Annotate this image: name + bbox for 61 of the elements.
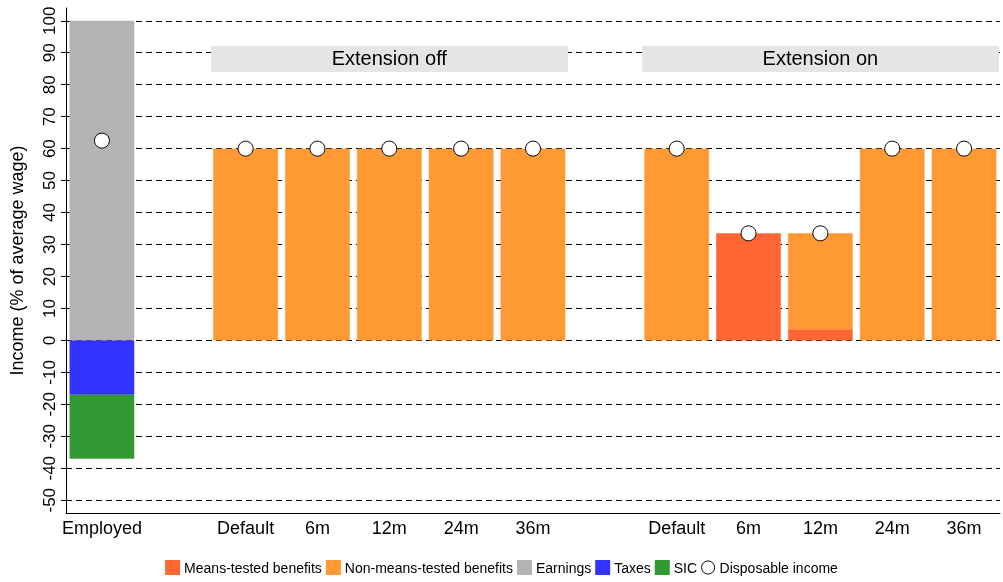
- bar: [69, 394, 135, 459]
- x-tick-label: Default: [217, 518, 275, 538]
- y-tick-label: 90: [40, 43, 59, 63]
- y-tick-label: -30: [40, 424, 59, 449]
- legend-label: SIC: [673, 559, 698, 576]
- y-tick-label: 0: [40, 335, 59, 346]
- x-tick-label: 24m: [443, 518, 479, 538]
- x-tick-label: 6m: [736, 518, 762, 538]
- bar: [69, 340, 135, 395]
- bar: [788, 329, 853, 341]
- legend-label: Taxes: [614, 559, 651, 576]
- y-tick-label: -50: [40, 487, 59, 513]
- bar: [716, 233, 781, 341]
- point: [956, 140, 973, 157]
- bar: [69, 20, 135, 341]
- x-tick-label: 36m: [946, 518, 982, 538]
- x-tick-label: Employed: [61, 518, 142, 538]
- x-tick-label: 6m: [304, 518, 330, 538]
- y-tick-label: 20: [40, 267, 59, 286]
- point: [381, 140, 398, 157]
- point: [884, 140, 901, 157]
- x-tick-label: 36m: [515, 518, 551, 538]
- y-tick-label: 100: [40, 6, 59, 35]
- legend-label: Non-means-tested benefits: [344, 559, 513, 576]
- bar: [931, 148, 997, 341]
- bar: [644, 148, 710, 341]
- bar: [859, 148, 925, 341]
- x-tick-label: 24m: [874, 518, 910, 538]
- y-tick-label: -10: [40, 360, 59, 385]
- y-tick-label: -20: [40, 392, 59, 417]
- point: [525, 140, 541, 157]
- bar: [285, 148, 350, 341]
- y-tick-label: 80: [40, 75, 59, 95]
- panel-strip: Extension on: [641, 46, 999, 72]
- point: [668, 140, 685, 157]
- legend-label: Disposable income: [719, 559, 839, 576]
- point: [237, 140, 254, 157]
- y-tick-label: 50: [40, 171, 59, 191]
- point: [453, 140, 470, 157]
- bar: [213, 148, 278, 341]
- bar: [428, 148, 494, 341]
- y-tick-label: -40: [40, 455, 59, 481]
- point: [812, 225, 829, 242]
- y-tick-label: 30: [40, 235, 59, 254]
- legend-label: Earnings: [535, 559, 592, 576]
- y-tick-label: 60: [40, 139, 59, 159]
- y-tick-label: 40: [40, 203, 59, 223]
- x-tick-label: 12m: [802, 518, 838, 538]
- bar: [788, 233, 853, 330]
- panel-strip: Extension off: [210, 46, 568, 72]
- x-tick-label: 12m: [371, 518, 407, 538]
- y-axis-title: Income (% of average wage): [7, 145, 27, 376]
- legend-label: Means-tested benefits: [184, 559, 322, 576]
- y-tick-label: 10: [40, 298, 59, 318]
- bar: [500, 148, 566, 341]
- point: [93, 132, 110, 149]
- point: [309, 140, 326, 157]
- x-tick-label: Default: [648, 518, 706, 538]
- point: [740, 225, 757, 242]
- bar: [356, 148, 422, 341]
- y-tick-label: 70: [40, 107, 59, 127]
